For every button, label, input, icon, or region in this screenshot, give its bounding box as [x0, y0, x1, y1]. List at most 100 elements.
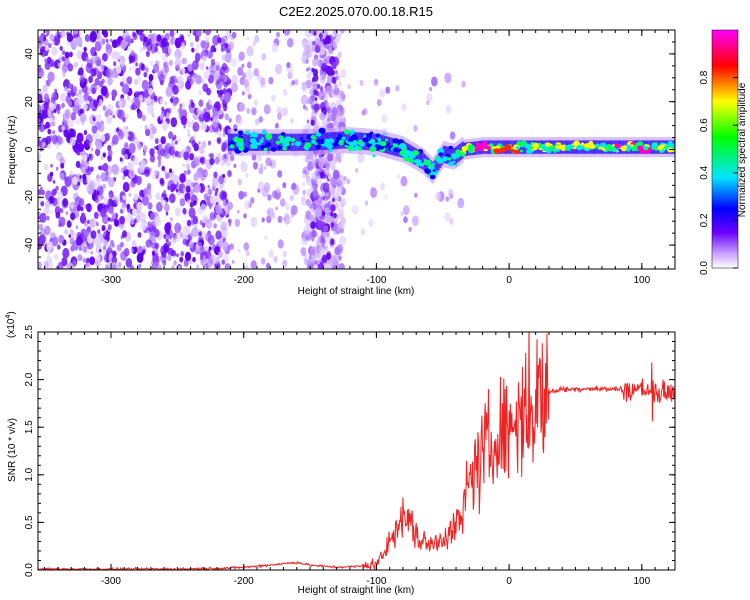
- noise-blob: [154, 46, 158, 53]
- ridge-blob: [332, 142, 339, 147]
- y-tick-label: 2.5: [24, 325, 35, 339]
- ridge-blob: [238, 145, 245, 151]
- noise-blob: [106, 103, 114, 115]
- noise-blob: [53, 108, 57, 113]
- spectrogram-x-axis-label: Height of straight line (km): [298, 286, 415, 297]
- noise-blob: [39, 98, 43, 104]
- noise-blob: [82, 173, 87, 181]
- noise-blob: [58, 136, 64, 145]
- noise-blob: [48, 116, 56, 127]
- noise-blob: [212, 185, 216, 192]
- noise-blob: [429, 87, 433, 92]
- noise-blob: [347, 84, 351, 90]
- noise-blob: [257, 181, 264, 191]
- ridge-blob: [352, 147, 357, 151]
- noise-blob: [200, 255, 204, 260]
- noise-blob: [269, 159, 277, 169]
- noise-blob: [43, 93, 50, 101]
- noise-blob: [330, 222, 335, 228]
- noise-blob: [64, 51, 70, 59]
- noise-blob: [310, 119, 315, 126]
- noise-blob: [130, 179, 136, 188]
- noise-blob: [111, 39, 118, 49]
- noise-blob: [43, 124, 48, 130]
- noise-blob: [225, 30, 231, 38]
- noise-blob: [167, 107, 172, 114]
- ridge-core: [436, 155, 438, 173]
- noise-blob: [223, 253, 229, 263]
- noise-blob: [307, 66, 311, 71]
- noise-blob: [149, 133, 155, 140]
- noise-blob: [123, 153, 129, 160]
- noise-blob: [70, 212, 76, 221]
- noise-blob: [241, 63, 245, 68]
- noise-blob: [294, 78, 299, 86]
- noise-blob: [135, 215, 141, 223]
- noise-blob: [311, 175, 316, 181]
- noise-blob: [150, 33, 158, 44]
- noise-blob: [360, 228, 366, 236]
- noise-blob: [61, 56, 66, 62]
- noise-blob: [179, 198, 186, 207]
- noise-blob: [110, 38, 113, 43]
- noise-blob: [364, 200, 369, 206]
- ridge-blob: [318, 127, 326, 134]
- noise-blob: [78, 246, 82, 251]
- ridge-blob: [314, 142, 318, 145]
- ridge-core: [444, 146, 446, 164]
- noise-blob: [98, 248, 102, 253]
- noise-blob: [160, 179, 165, 187]
- noise-blob: [96, 239, 102, 248]
- noise-blob: [157, 143, 163, 151]
- noise-blob: [112, 165, 120, 176]
- noise-blob: [64, 229, 68, 235]
- noise-blob: [311, 67, 315, 73]
- noise-blob: [85, 134, 93, 145]
- noise-blob: [120, 39, 127, 50]
- noise-blob: [155, 192, 161, 201]
- noise-blob: [426, 100, 430, 106]
- noise-blob: [159, 98, 163, 104]
- noise-blob: [246, 36, 250, 41]
- ridge-blob: [349, 129, 355, 134]
- noise-blob: [395, 85, 400, 92]
- noise-blob: [252, 161, 259, 170]
- noise-blob: [227, 201, 233, 210]
- noise-blob: [219, 94, 224, 102]
- noise-blob: [207, 188, 213, 196]
- noise-blob: [239, 102, 246, 112]
- noise-blob: [152, 226, 157, 233]
- noise-blob: [195, 74, 202, 85]
- noise-blob: [201, 141, 207, 149]
- noise-blob: [165, 86, 173, 98]
- noise-blob: [154, 145, 157, 150]
- noise-blob: [196, 107, 202, 116]
- noise-blob: [110, 217, 114, 223]
- noise-blob: [174, 140, 178, 145]
- noise-blob: [46, 215, 50, 221]
- noise-blob: [426, 93, 433, 103]
- noise-blob: [88, 153, 92, 159]
- ridge-core: [258, 133, 260, 151]
- noise-blob: [213, 171, 218, 179]
- ridge-blob: [280, 132, 286, 137]
- noise-blob: [309, 88, 314, 96]
- noise-blob: [50, 209, 54, 215]
- noise-blob: [54, 253, 59, 260]
- noise-blob: [117, 261, 122, 268]
- ridge-blob: [408, 158, 415, 164]
- noise-blob: [163, 242, 170, 253]
- noise-blob: [169, 76, 175, 85]
- noise-blob: [444, 212, 451, 222]
- noise-blob: [80, 63, 84, 68]
- ridge-blob: [369, 131, 374, 135]
- noise-blob: [39, 212, 47, 223]
- noise-blob: [144, 124, 148, 130]
- noise-blob: [230, 58, 237, 68]
- noise-blob: [189, 41, 194, 48]
- noise-blob: [124, 142, 129, 149]
- noise-blob: [182, 225, 190, 236]
- ridge-core: [398, 139, 400, 157]
- noise-blob: [198, 231, 202, 237]
- noise-blob: [200, 203, 207, 212]
